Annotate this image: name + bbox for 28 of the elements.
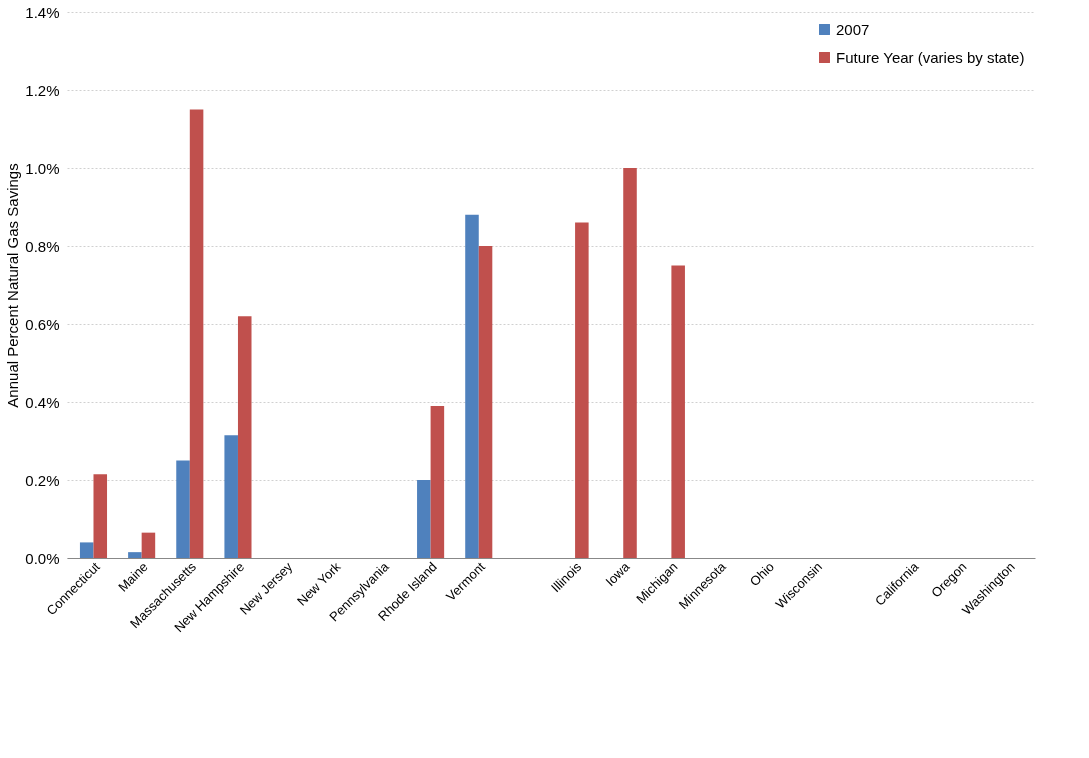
bar	[79, 542, 94, 558]
y-tick-label: 1.0%	[25, 159, 60, 177]
y-tick-label: 0.2%	[25, 471, 60, 489]
bar	[176, 460, 190, 558]
bar	[478, 246, 493, 558]
legend-label: 2007	[836, 20, 870, 38]
bar	[93, 474, 108, 558]
y-axis-title: Annual Percent Natural Gas Savings	[4, 163, 22, 408]
bar	[623, 168, 637, 558]
y-tick-label: 0.6%	[25, 315, 60, 333]
bar	[671, 265, 685, 558]
bar	[141, 532, 156, 558]
y-tick-label: 1.4%	[25, 3, 60, 21]
bar	[189, 109, 204, 558]
bar	[128, 552, 142, 558]
legend-label: Future Year (varies by state)	[836, 48, 1025, 66]
y-tick-label: 0.0%	[25, 549, 60, 567]
bar	[575, 222, 589, 558]
y-tick-label: 1.2%	[25, 81, 60, 99]
y-tick-label: 0.8%	[25, 237, 60, 255]
bar	[237, 316, 252, 558]
y-tick-label: 0.4%	[25, 393, 60, 411]
x-tick-label: Ohio	[746, 559, 777, 590]
bar	[417, 480, 431, 558]
bar	[465, 214, 479, 558]
bar	[224, 435, 238, 558]
bar	[430, 405, 445, 558]
x-tick-label: Iowa	[602, 558, 633, 590]
